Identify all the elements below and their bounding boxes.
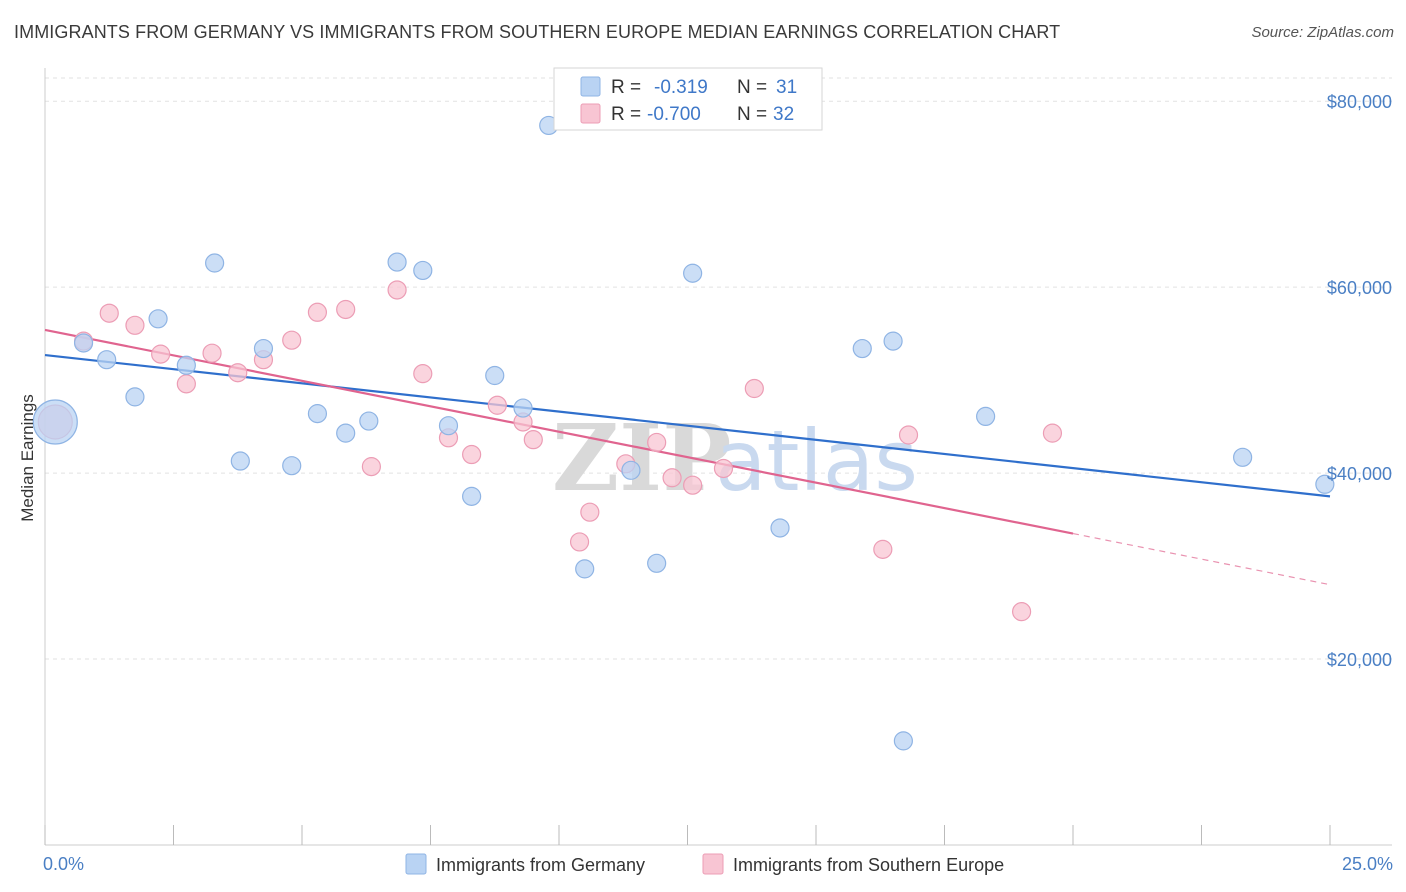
- point-seurope: [282, 330, 302, 350]
- data-points: [32, 115, 1335, 751]
- point-seurope: [202, 343, 222, 363]
- tick-labels: $20,000 $40,000 $60,000 $80,000 0.0% 25.0%: [43, 92, 1393, 874]
- trend-extension-seurope: [1072, 532, 1331, 586]
- point-germany: [883, 331, 903, 351]
- y-tick-label: $40,000: [1327, 464, 1392, 484]
- point-germany: [513, 398, 533, 418]
- legend-swatch-germany: [580, 76, 601, 97]
- point-germany: [97, 350, 117, 370]
- legend-r-value-seurope: -0.700: [647, 104, 701, 125]
- point-seurope: [569, 532, 590, 552]
- point-germany: [230, 451, 250, 471]
- series-legend-label-seurope: Immigrants from Southern Europe: [733, 855, 1004, 875]
- point-seurope: [99, 303, 119, 323]
- y-axis-label: Median Earnings: [18, 394, 37, 522]
- point-germany: [413, 260, 433, 281]
- point-germany: [359, 411, 379, 431]
- point-germany: [1315, 474, 1335, 494]
- point-seurope: [580, 502, 600, 522]
- point-seurope: [1011, 602, 1032, 622]
- legend-n-label-germany: N =: [737, 77, 767, 98]
- point-germany: [336, 423, 356, 443]
- point-germany: [1233, 447, 1253, 467]
- point-germany: [73, 333, 94, 353]
- series-legend: Immigrants from Germany Immigrants from …: [405, 853, 1004, 875]
- point-germany: [485, 365, 505, 386]
- grid-lines: [45, 77, 1392, 660]
- point-seurope: [228, 363, 248, 383]
- point-seurope: [523, 430, 543, 450]
- point-germany: [976, 406, 996, 427]
- point-germany: [176, 355, 196, 375]
- point-seurope: [413, 364, 433, 384]
- point-germany: [282, 456, 302, 476]
- point-seurope: [487, 395, 507, 415]
- x-tick-label-end: 25.0%: [1342, 854, 1393, 874]
- series-legend-swatch-seurope: [702, 853, 724, 875]
- point-germany: [893, 731, 913, 751]
- y-tick-label: $80,000: [1327, 92, 1392, 112]
- legend-r-value-germany: -0.319: [654, 77, 708, 98]
- axes: [44, 68, 1392, 846]
- point-germany: [125, 387, 145, 407]
- point-seurope: [361, 457, 381, 477]
- point-seurope: [873, 539, 893, 559]
- point-seurope: [647, 432, 667, 453]
- legend-r-label-seurope: R =: [611, 104, 641, 125]
- legend-n-label-seurope: N =: [737, 104, 767, 125]
- point-seurope: [713, 458, 734, 479]
- point-seurope: [151, 344, 171, 364]
- point-seurope: [176, 374, 196, 394]
- point-seurope: [662, 468, 682, 488]
- watermark: ZIP atlas: [552, 404, 918, 512]
- point-seurope: [125, 315, 145, 335]
- point-seurope: [898, 425, 919, 445]
- point-seurope: [462, 444, 482, 465]
- trend-line-germany: [44, 353, 1331, 498]
- point-germany: [621, 460, 641, 480]
- point-seurope: [744, 378, 764, 399]
- point-seurope: [387, 280, 407, 300]
- point-germany: [647, 553, 667, 573]
- point-seurope: [336, 299, 356, 320]
- point-seurope: [307, 302, 328, 322]
- point-germany: [253, 338, 274, 359]
- point-germany: [462, 486, 482, 506]
- legend-swatch-seurope: [580, 103, 601, 124]
- point-germany: [387, 252, 407, 272]
- watermark-zip: ZIP: [552, 404, 731, 512]
- series-legend-swatch-germany: [405, 853, 427, 875]
- y-tick-label: $60,000: [1327, 278, 1392, 298]
- point-germany: [205, 253, 225, 273]
- correlation-legend: R = -0.319 N = 31 R = -0.700 N = 32: [553, 67, 823, 131]
- point-germany: [438, 416, 459, 436]
- chart-title: IMMIGRANTS FROM GERMANY VS IMMIGRANTS FR…: [14, 22, 1061, 42]
- trend-line-seurope: [44, 328, 1074, 535]
- point-germany: [32, 399, 78, 445]
- point-germany: [148, 309, 168, 329]
- point-germany: [770, 518, 790, 538]
- x-tick-label-start: 0.0%: [43, 854, 84, 874]
- legend-n-value-seurope: 32: [773, 104, 794, 125]
- point-germany: [683, 263, 703, 283]
- point-seurope: [1042, 423, 1063, 443]
- point-germany: [852, 338, 872, 359]
- watermark-atlas: atlas: [715, 412, 918, 510]
- legend-r-label-germany: R =: [611, 77, 641, 98]
- y-tick-label: $20,000: [1327, 650, 1392, 670]
- point-germany: [575, 559, 595, 579]
- point-seurope: [683, 475, 703, 495]
- series-legend-label-germany: Immigrants from Germany: [436, 855, 645, 875]
- trend-lines: [44, 328, 1331, 586]
- source-credit: Source: ZipAtlas.com: [1251, 24, 1394, 41]
- point-germany: [307, 404, 328, 424]
- legend-n-value-germany: 31: [776, 77, 797, 98]
